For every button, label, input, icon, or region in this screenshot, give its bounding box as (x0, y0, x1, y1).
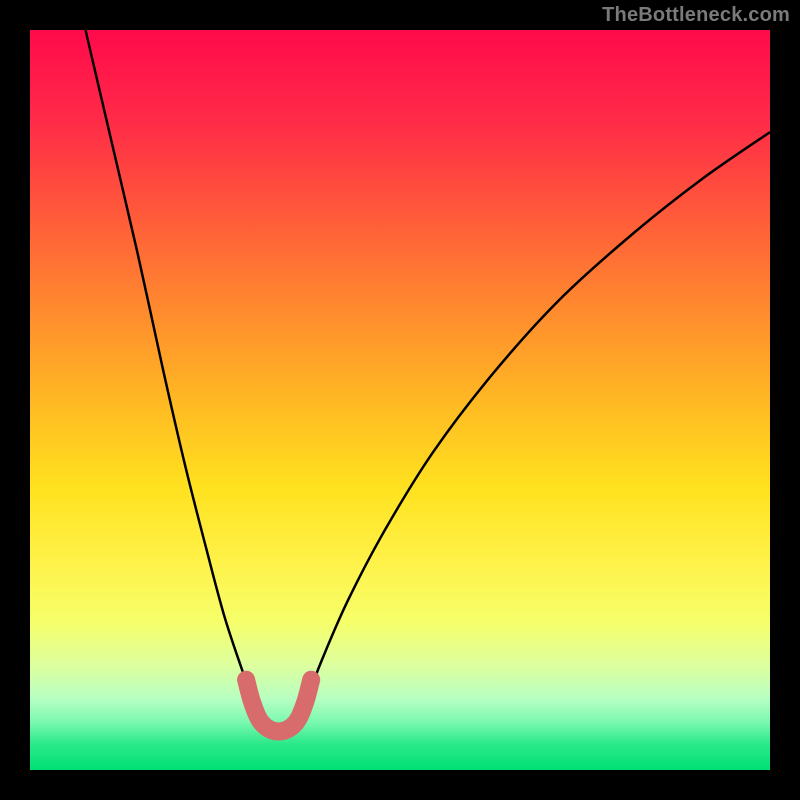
chart-stage: TheBottleneck.com (0, 0, 800, 800)
bottleneck-chart (0, 0, 800, 800)
plot-background (30, 30, 770, 770)
watermark-label: TheBottleneck.com (602, 4, 790, 27)
